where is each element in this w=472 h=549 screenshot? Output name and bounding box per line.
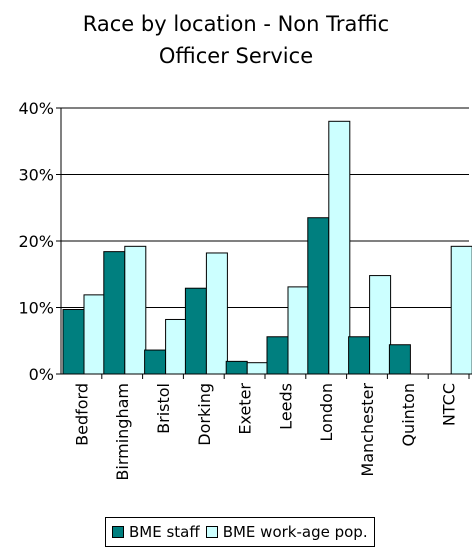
x-tick-label: NTCC <box>440 383 459 426</box>
bar-bme-staff-dorking <box>184 287 207 375</box>
bar-bme-work-age-pop-bristol <box>165 318 188 375</box>
x-tick-label: Bedford <box>72 383 91 446</box>
bar-bme-staff-london <box>307 217 330 375</box>
bar-bme-work-age-pop-bedford <box>83 294 106 375</box>
legend: BME staff BME work-age pop. <box>105 517 375 547</box>
bar-bme-work-age-pop-london <box>328 120 351 375</box>
bar-bme-staff-birmingham <box>103 251 126 375</box>
legend-label-bme-work-age-pop: BME work-age pop. <box>222 523 368 541</box>
bar-bme-staff-manchester <box>348 336 371 375</box>
bar-bme-staff-bristol <box>144 349 167 375</box>
legend-swatch-bme-work-age-pop <box>205 526 218 538</box>
x-tick-label: Exeter <box>236 383 255 435</box>
bar-bme-work-age-pop-birmingham <box>124 245 147 375</box>
chart-title-line-2: Officer Service <box>158 44 314 68</box>
y-tick-label: 30% <box>18 166 54 185</box>
bar-bme-work-age-pop-exeter <box>246 362 269 375</box>
x-tick-label: Manchester <box>358 383 377 477</box>
chart-title: Race by location - Non Traffic Officer S… <box>0 8 472 72</box>
x-tick-label: Bristol <box>154 383 173 434</box>
bar-bme-staff-quinton <box>388 344 411 375</box>
x-tick-label: London <box>317 383 336 442</box>
legend-swatch-bme-staff <box>112 526 124 538</box>
y-tick-label: 20% <box>18 232 54 251</box>
chart-title-line-1: Race by location - Non Traffic <box>82 12 390 36</box>
bar-chart: 0% 10% 20% 30% 40% Bedford Birmingham Bristol Do… <box>18 99 472 481</box>
legend-item-bme-staff: BME staff <box>112 523 200 541</box>
x-tick-label: Quinton <box>399 383 418 447</box>
bar-bme-work-age-pop-ntcc <box>450 245 472 375</box>
bar-bme-staff-leeds <box>266 336 289 375</box>
x-tick-label: Leeds <box>276 383 295 430</box>
bar-bme-work-age-pop-leeds <box>287 286 310 375</box>
y-tick-label: 10% <box>18 299 54 318</box>
legend-item-bme-work-age-pop: BME work-age pop. <box>205 523 368 541</box>
y-tick-label: 40% <box>18 99 54 118</box>
bar-bme-staff-bedford <box>62 308 85 375</box>
x-tick-label: Dorking <box>195 383 214 446</box>
bar-bme-work-age-pop-dorking <box>205 252 228 375</box>
legend-label-bme-staff: BME staff <box>129 523 200 541</box>
x-tick-label: Birmingham <box>113 383 132 481</box>
bar-bme-work-age-pop-manchester <box>369 275 392 375</box>
y-tick-label: 0% <box>29 365 54 384</box>
bar-bme-staff-exeter <box>225 360 248 375</box>
